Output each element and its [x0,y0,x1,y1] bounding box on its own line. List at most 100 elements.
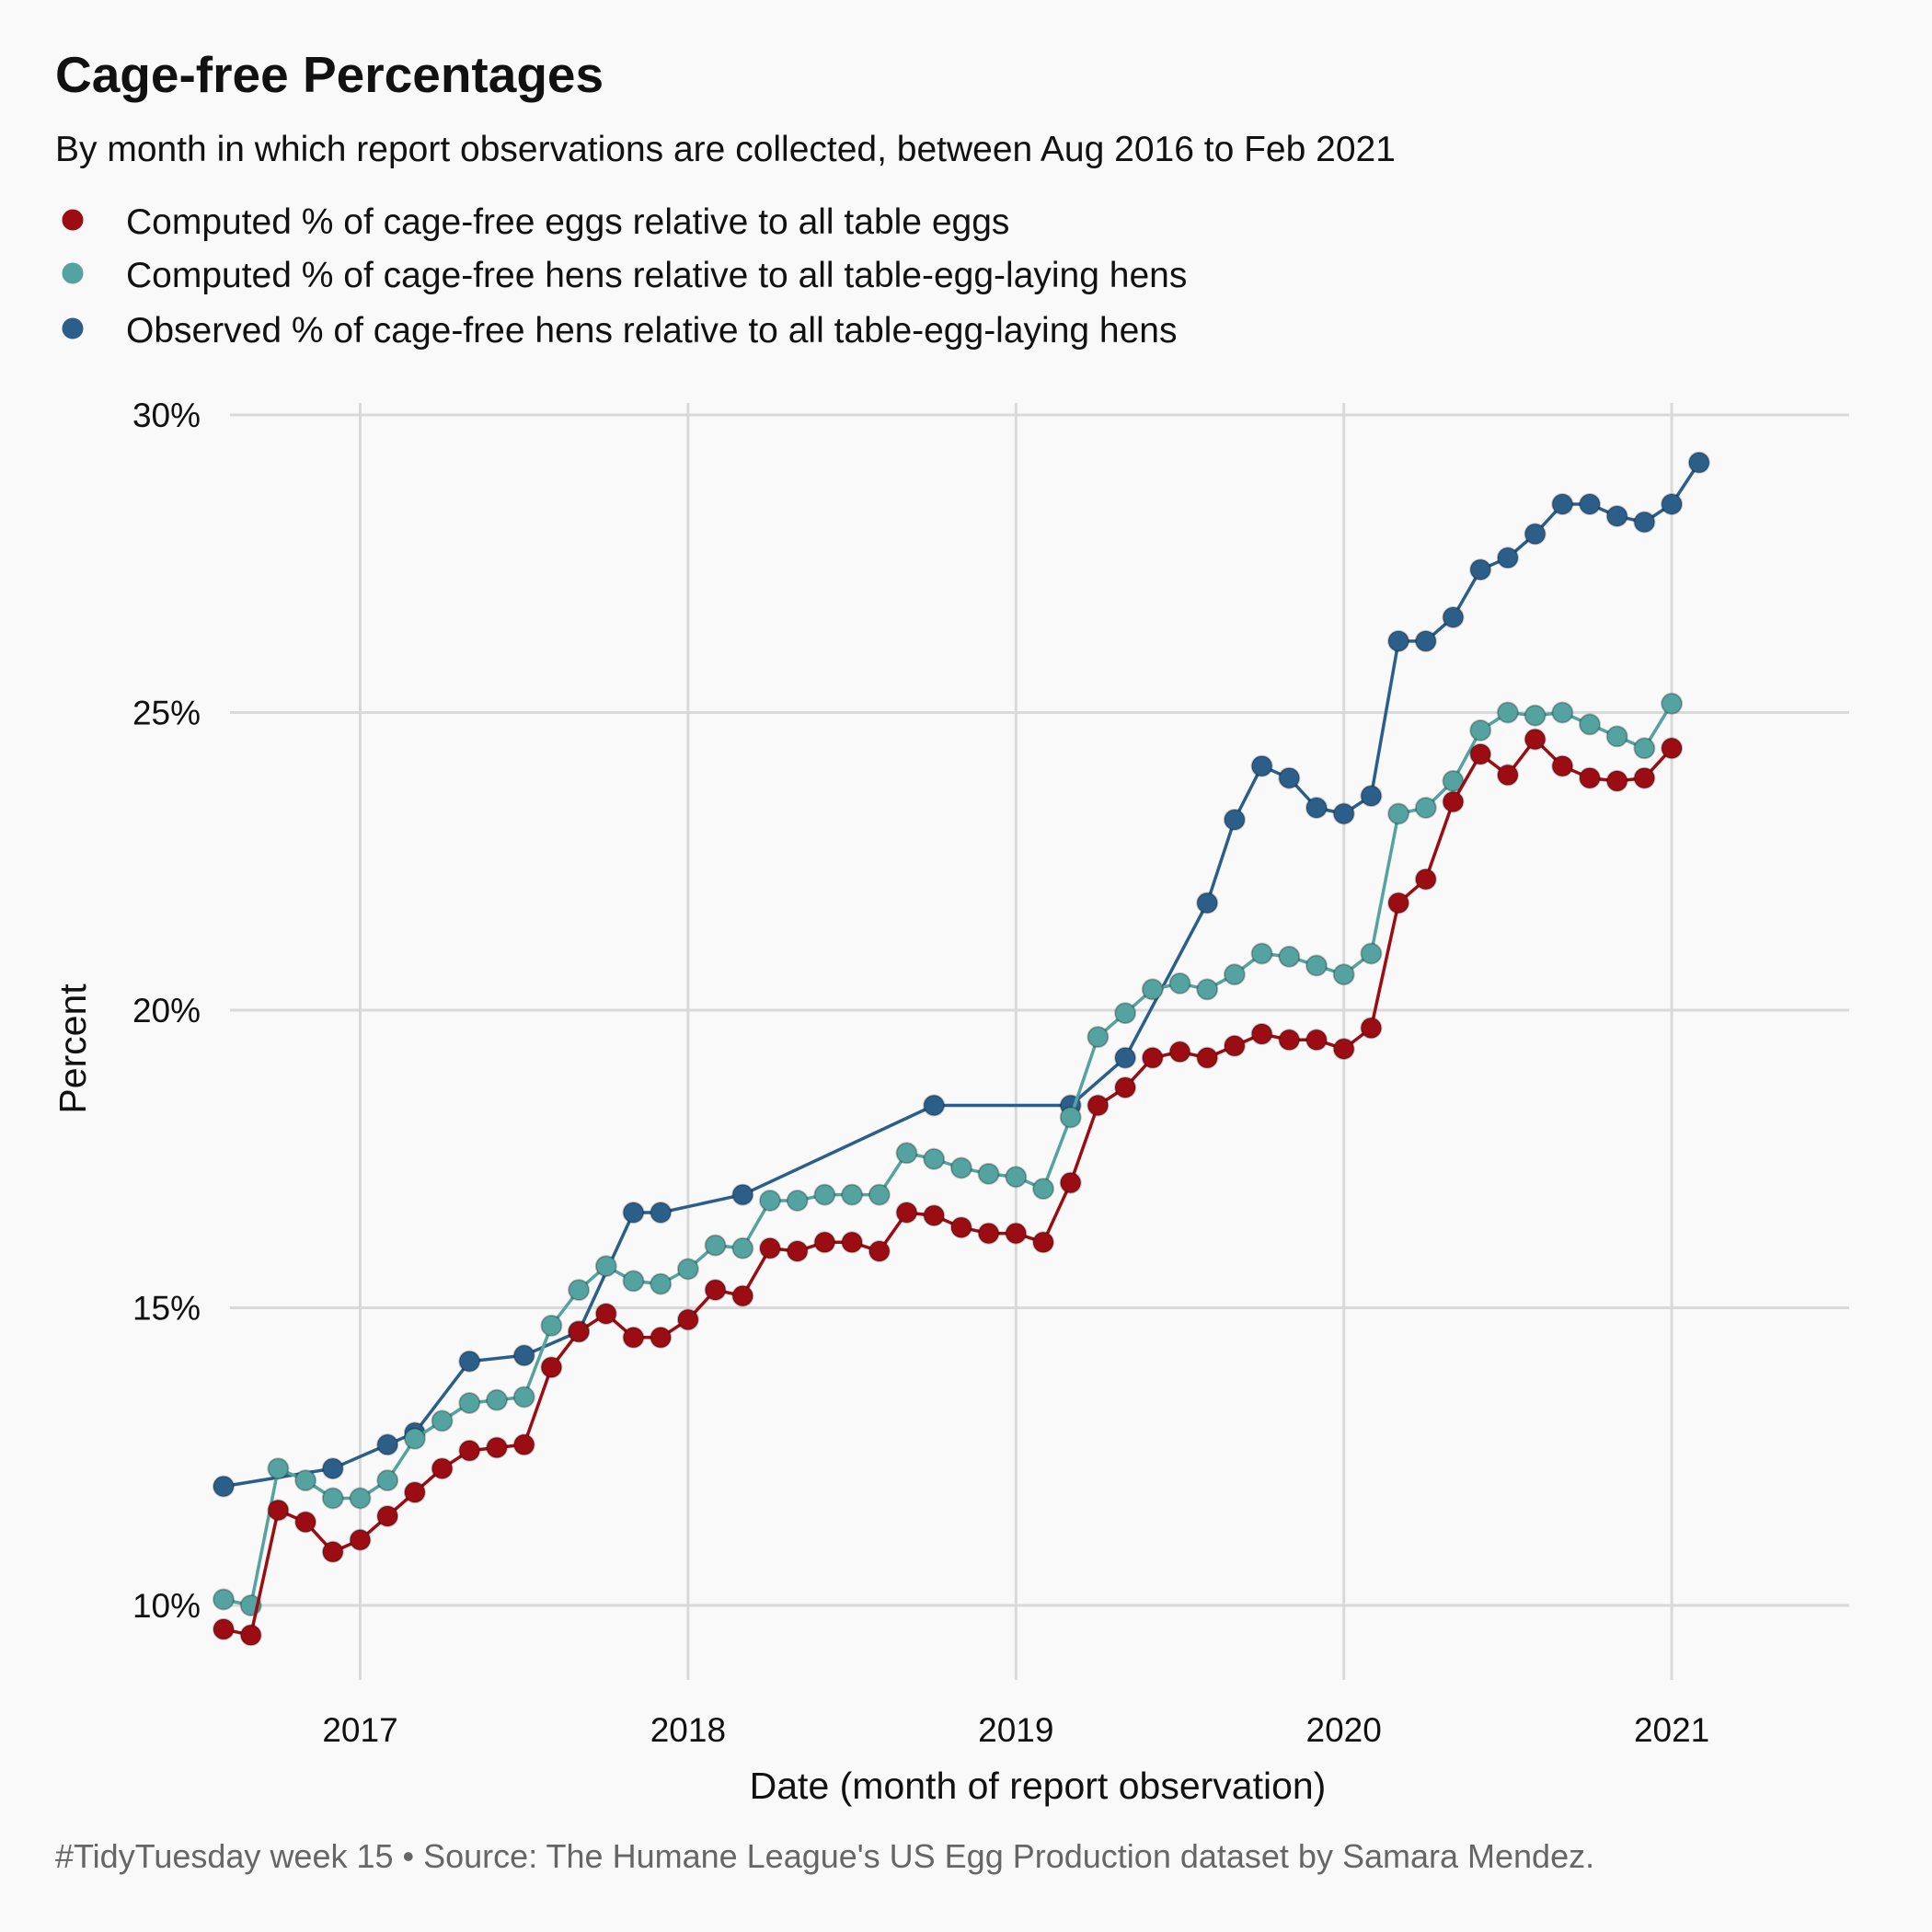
data-point-hens-computed [977,1162,1000,1185]
legend-marker-hens-computed [62,262,84,284]
data-point-eggs [622,1326,645,1349]
y-tick-label: 25% [132,695,201,732]
series-line-hens-observed [223,461,1701,1489]
data-point-eggs [841,1231,864,1254]
data-point-hens-observed [731,1183,754,1206]
data-point-eggs [1414,868,1437,891]
data-point-eggs [923,1204,946,1227]
data-point-eggs [1360,1017,1383,1040]
data-point-hens-computed [1661,692,1684,715]
data-point-hens-computed [1059,1106,1082,1129]
plot-area [213,451,1710,1647]
data-point-hens-computed [1141,978,1164,1001]
data-point-hens-computed [321,1487,344,1510]
y-axis-title: Percent [52,983,94,1114]
chart-title: Cage-free Percentages [55,46,604,103]
data-point-hens-observed [650,1202,673,1224]
data-point-eggs [1633,766,1656,789]
data-point-hens-observed [1524,523,1547,546]
data-point-hens-computed [1633,737,1656,760]
legend-item-hens-observed: Observed % of cage-free hens relative to… [62,311,1177,351]
data-point-eggs [431,1457,454,1480]
data-point-eggs [540,1356,563,1379]
x-tick-label: 2018 [650,1711,726,1749]
data-point-hens-computed [1114,1002,1137,1025]
data-point-hens-computed [349,1487,372,1510]
data-point-hens-computed [786,1190,809,1212]
data-point-hens-computed [431,1409,454,1432]
data-point-eggs [868,1240,891,1262]
data-point-eggs [1032,1231,1054,1254]
data-point-hens-observed [213,1475,235,1498]
data-point-hens-computed [895,1142,918,1165]
data-point-hens-computed [650,1272,673,1295]
data-point-eggs [349,1528,372,1551]
y-tick-label: 10% [132,1587,201,1625]
y-axis: 10% 15% 20% 25% 30% [132,397,201,1625]
data-point-eggs [1223,1034,1246,1057]
data-point-hens-computed [1579,713,1601,736]
data-point-hens-observed [1496,546,1519,569]
data-point-hens-observed [1387,629,1410,652]
series-eggs [213,728,1684,1647]
data-point-hens-observed [1414,629,1437,652]
data-point-hens-computed [1087,1026,1110,1049]
data-point-hens-observed [1114,1046,1137,1069]
data-point-hens-computed [458,1392,481,1414]
data-point-hens-computed [731,1236,754,1259]
x-tick-label: 2020 [1306,1711,1382,1749]
data-point-hens-computed [594,1255,617,1278]
data-point-hens-computed [376,1469,399,1492]
data-point-hens-computed [1168,972,1191,995]
legend-marker-eggs [62,209,84,231]
data-point-eggs [594,1303,617,1325]
data-point-hens-computed [676,1258,699,1281]
data-point-eggs [568,1320,591,1343]
data-point-hens-computed [1469,719,1492,742]
data-point-hens-observed [1661,493,1684,515]
data-point-eggs [458,1439,481,1462]
data-point-hens-observed [1469,558,1492,581]
data-point-eggs [759,1236,781,1259]
data-point-hens-computed [949,1156,972,1179]
data-point-hens-computed [841,1183,864,1206]
data-point-eggs [512,1433,535,1456]
data-point-eggs [294,1511,317,1534]
data-point-hens-computed [704,1234,727,1257]
data-point-eggs [786,1240,809,1262]
data-point-hens-computed [1414,797,1437,819]
data-point-hens-computed [1305,954,1328,977]
data-point-eggs [977,1222,1000,1245]
data-point-eggs [650,1326,673,1349]
series-hens-computed [213,692,1684,1616]
data-point-eggs [1250,1022,1273,1045]
data-point-hens-computed [568,1279,591,1302]
data-point-eggs [267,1499,290,1522]
data-point-hens-observed [622,1202,645,1224]
legend-label-hens-observed: Observed % of cage-free hens relative to… [126,311,1177,351]
data-point-hens-computed [1360,942,1383,965]
data-point-eggs [486,1436,508,1459]
x-tick-label: 2019 [978,1711,1053,1749]
data-point-hens-observed [1305,797,1328,819]
data-point-hens-computed [813,1183,836,1206]
data-point-eggs [1332,1038,1355,1061]
data-point-hens-computed [1032,1178,1054,1201]
data-point-eggs [1141,1046,1164,1069]
data-point-hens-observed [923,1094,946,1117]
data-point-eggs [1605,769,1628,792]
data-point-hens-computed [294,1469,317,1492]
series-hens-observed [213,451,1710,1498]
data-point-hens-observed [458,1350,481,1373]
data-point-eggs [1387,891,1410,914]
data-point-hens-observed [1442,606,1465,628]
legend: Computed % of cage-free eggs relative to… [62,202,1187,351]
legend-marker-hens-observed [62,317,84,339]
data-point-hens-observed [1196,891,1219,914]
data-point-eggs [813,1231,836,1254]
y-tick-label: 30% [132,397,201,434]
legend-label-hens-computed: Computed % of cage-free hens relative to… [126,256,1187,295]
data-point-hens-observed [321,1457,344,1480]
data-point-hens-computed [486,1388,508,1411]
